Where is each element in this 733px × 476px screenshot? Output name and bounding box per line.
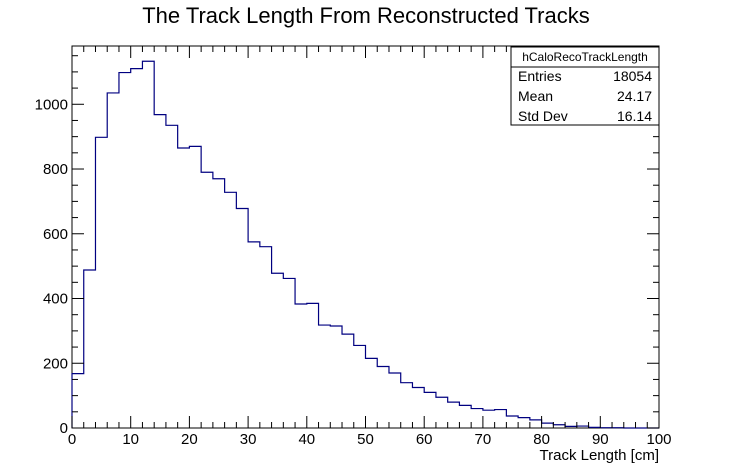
chart-title: The Track Length From Reconstructed Trac… <box>142 3 590 28</box>
histogram-bin <box>448 402 460 428</box>
x-tick-label: 10 <box>122 431 139 448</box>
histogram-bin <box>295 304 307 428</box>
stats-box: hCaloRecoTrackLength Entries 18054 Mean … <box>510 46 660 126</box>
histogram-bin <box>84 270 96 428</box>
histogram-bin <box>530 420 542 428</box>
histogram-bin <box>424 392 436 428</box>
histogram-bin <box>213 179 225 428</box>
histogram-bin <box>459 405 471 428</box>
x-axis-title: Track Length [cm] <box>540 447 660 464</box>
histogram-bin <box>436 397 448 428</box>
histogram-bin <box>225 192 237 428</box>
histogram-bin <box>178 148 190 428</box>
histogram-bin <box>248 242 260 428</box>
stats-mean-value: 24.17 <box>617 88 652 104</box>
histogram-bin <box>131 69 143 428</box>
histogram-bin <box>189 146 201 428</box>
histogram-bin <box>260 247 272 428</box>
histogram-bin <box>483 410 495 428</box>
y-tick-label: 1000 <box>35 96 68 113</box>
histogram-bin <box>542 423 554 428</box>
x-tick-label: 70 <box>475 431 492 448</box>
histogram-bin <box>495 410 507 428</box>
histogram-bin <box>154 115 166 428</box>
x-tick-label: 40 <box>298 431 315 448</box>
stats-box-frame <box>510 46 660 126</box>
histogram-bin <box>72 374 84 428</box>
histogram-bin <box>142 61 154 428</box>
histogram-bin <box>236 209 248 428</box>
y-tick-label: 200 <box>43 355 68 372</box>
stats-entries-value: 18054 <box>613 68 652 84</box>
x-axis: 0 10 20 30 40 50 60 70 80 90 100 <box>68 46 672 448</box>
histogram-bin <box>201 172 213 428</box>
histogram-bin <box>389 373 401 428</box>
histogram-bin <box>272 273 284 428</box>
y-tick-label: 600 <box>43 226 68 243</box>
stats-stddev-value: 16.14 <box>617 108 652 124</box>
histogram-bin <box>518 418 530 428</box>
y-axis: 0 200 400 600 800 1000 <box>35 55 659 437</box>
histogram-bin <box>107 93 119 428</box>
histogram-bin <box>577 426 589 428</box>
y-tick-label: 800 <box>43 161 68 178</box>
y-tick-label: 400 <box>43 291 68 308</box>
histogram-bin <box>471 409 483 428</box>
y-tick-label: 0 <box>60 420 68 437</box>
histogram-bin <box>95 137 107 428</box>
histogram-bin <box>412 388 424 428</box>
histogram-bin <box>342 334 354 428</box>
stats-entries-label: Entries <box>518 68 562 84</box>
x-tick-label: 100 <box>646 431 671 448</box>
x-tick-label: 60 <box>416 431 433 448</box>
histogram-bin <box>589 427 601 428</box>
histogram-bin <box>354 345 366 428</box>
stats-box-name: hCaloRecoTrackLength <box>522 50 648 64</box>
x-tick-label: 0 <box>68 431 76 448</box>
histogram-bin <box>307 303 319 428</box>
histogram-bin <box>553 425 565 428</box>
histogram-bin <box>565 426 577 428</box>
histogram-bin <box>319 325 331 428</box>
histogram-bin <box>506 416 518 428</box>
histogram-bin <box>166 125 178 428</box>
stats-mean-label: Mean <box>518 88 553 104</box>
histogram-bin <box>119 73 131 428</box>
stats-stddev-label: Std Dev <box>518 108 568 124</box>
histogram-bin <box>401 383 413 428</box>
histogram-bin <box>377 366 389 428</box>
histogram-bin <box>330 326 342 428</box>
x-tick-label: 80 <box>533 431 550 448</box>
x-tick-label: 20 <box>181 431 198 448</box>
x-tick-label: 90 <box>592 431 609 448</box>
histogram-bin <box>283 278 295 428</box>
x-tick-label: 30 <box>240 431 257 448</box>
histogram-bin <box>366 358 378 428</box>
x-tick-label: 50 <box>357 431 374 448</box>
